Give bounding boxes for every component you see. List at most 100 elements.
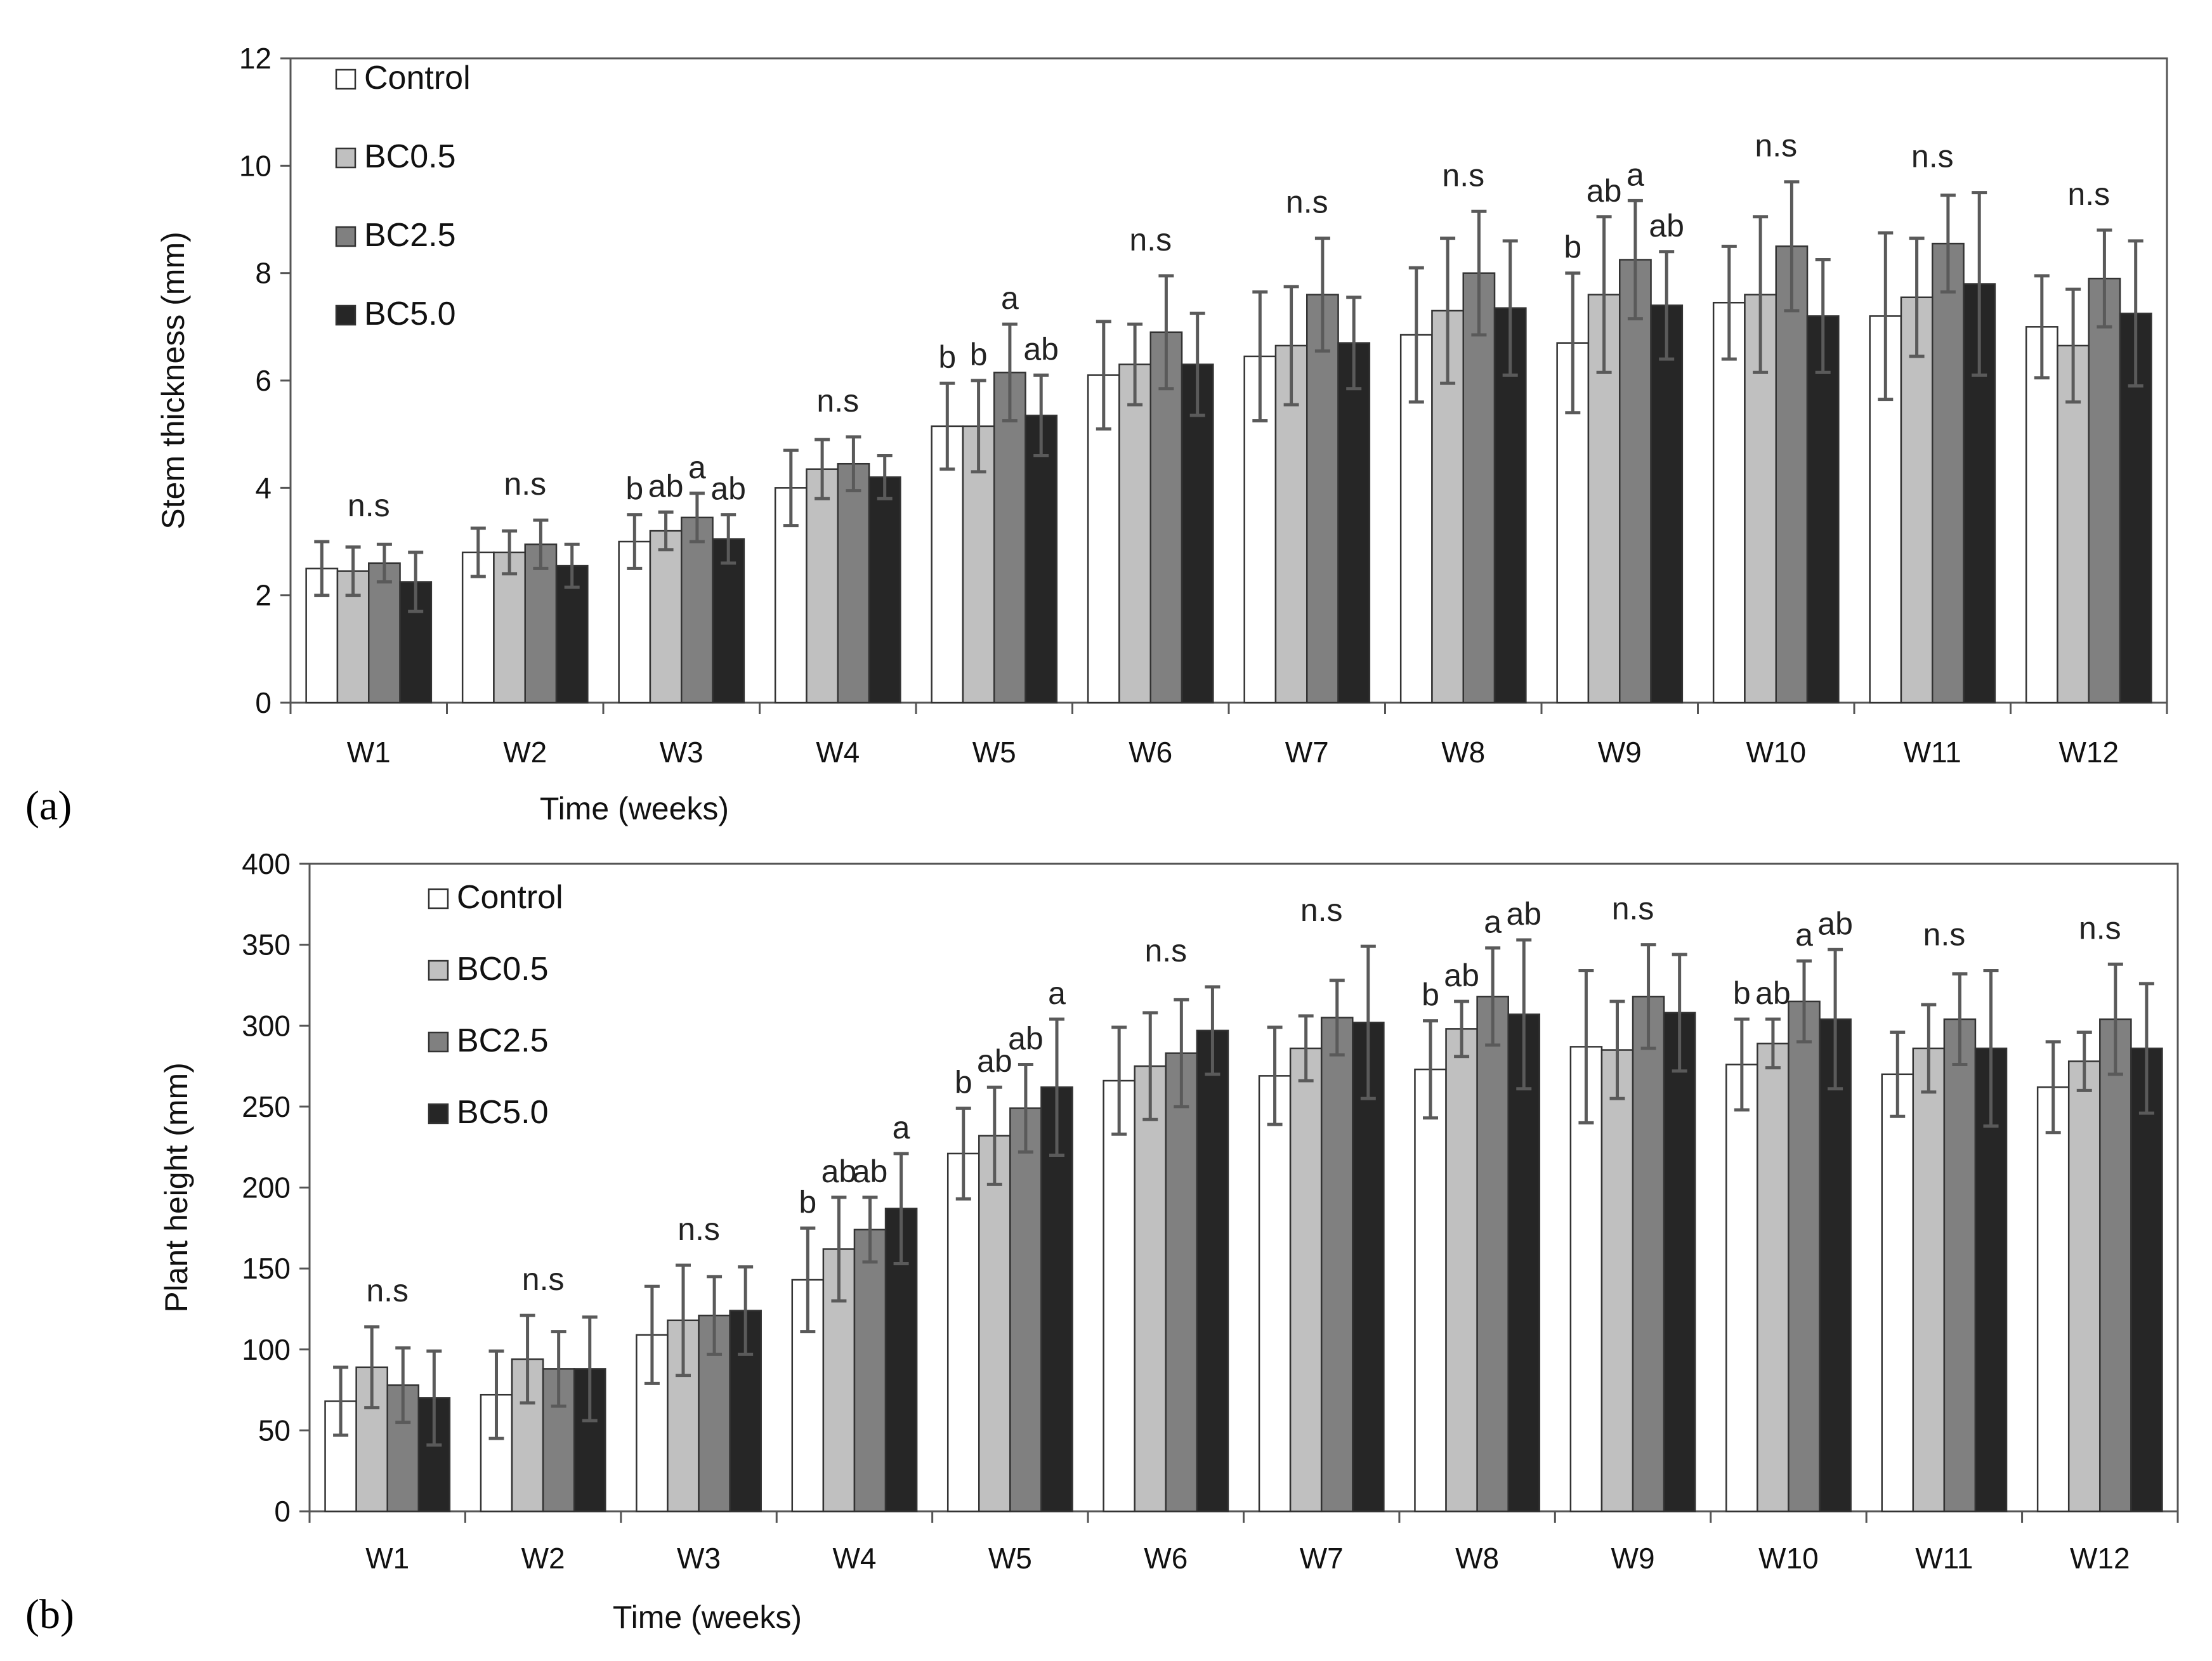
bar-bc50-w7 [1337, 342, 1371, 704]
error-bar [564, 542, 580, 589]
legend-label-bc25: BC2.5 [457, 1022, 549, 1059]
x-tick-label-w6: W6 [1129, 736, 1172, 769]
error-bar [1516, 938, 1532, 1091]
significance-label: n.s [522, 1261, 565, 1297]
significance-label: b [799, 1184, 816, 1220]
error-bar [395, 1346, 411, 1424]
bar-bc25-w4 [837, 462, 870, 704]
chart-panel-a: 0 2 4 6 8 10 12 W1 W2 W3 W4 W5 W6 W7 W8 W9 W10 W11 W12 n.s n… [25, 42, 2168, 829]
error-bar [1627, 199, 1643, 321]
error-bar [1796, 959, 1812, 1044]
significance-label: ab [1506, 896, 1541, 932]
error-bar [1205, 985, 1221, 1076]
error-bar [1765, 1017, 1781, 1070]
legend-swatch-bc05 [335, 147, 357, 169]
significance-label: n.s [816, 383, 859, 419]
x-tick-label-w1: W1 [365, 1542, 409, 1575]
bar-bc25-w9 [1619, 259, 1652, 704]
x-tick-label-w7: W7 [1300, 1542, 1344, 1575]
error-bar [345, 545, 361, 597]
error-bar [1314, 237, 1330, 353]
significance-label: a [1795, 917, 1813, 953]
legend-label-bc05: BC0.5 [364, 138, 456, 175]
x-tick-label-w2: W2 [503, 736, 547, 769]
error-bar [2138, 982, 2154, 1115]
bar-control-w7 [1258, 1075, 1292, 1513]
error-bar [1921, 1003, 1937, 1094]
legend-swatch-bc50 [335, 304, 357, 326]
significance-label: b [1564, 230, 1581, 265]
bar-bc50-w4 [868, 476, 901, 704]
significance-label: b [625, 471, 643, 507]
bar-bc25-w9 [1632, 996, 1665, 1513]
error-bar [1878, 231, 1894, 401]
legend-swatch-bc05 [428, 960, 449, 981]
bar-bc25-w1 [368, 562, 401, 704]
error-bar [1346, 296, 1362, 391]
significance-label: ab [648, 468, 684, 504]
significance-label: ab [1817, 906, 1853, 941]
significance-label: a [1001, 280, 1019, 316]
error-bar [1142, 1011, 1158, 1121]
bar-bc25-w11 [1943, 1018, 1977, 1513]
error-bar [1952, 972, 1968, 1067]
error-bar [1033, 374, 1049, 458]
error-bar [1127, 322, 1143, 407]
error-bar [831, 1195, 847, 1303]
bar-control-w1 [324, 1400, 357, 1513]
error-bar [1189, 311, 1205, 417]
error-bar [426, 1349, 442, 1447]
bar-bc25-w7 [1320, 1017, 1354, 1513]
y-tick-label: 100 [242, 1333, 291, 1366]
y-tick-label: 0 [255, 686, 272, 719]
error-bar [470, 526, 486, 578]
significance-label: n.s [1923, 916, 1966, 952]
x-tick-label-w10: W10 [1746, 736, 1806, 769]
legend-swatch-control [335, 68, 357, 90]
x-tick-label-w2: W2 [521, 1542, 565, 1575]
significance-label: ab [710, 471, 746, 507]
bar-bc05-w8 [1445, 1028, 1478, 1513]
significance-label: ab [1755, 975, 1791, 1011]
error-bar [1753, 215, 1769, 374]
significance-label: n.s [366, 1273, 409, 1308]
bar-bc05-w9 [1600, 1049, 1634, 1513]
significance-label: n.s [1286, 185, 1328, 220]
y-tick-label: 10 [239, 149, 272, 182]
error-bar [1909, 237, 1925, 358]
x-tick-label-w9: W9 [1611, 1542, 1655, 1575]
error-bar [877, 454, 893, 500]
legend-label-control: Control [364, 60, 471, 96]
error-bar [314, 540, 330, 597]
significance-label: b [970, 337, 988, 372]
error-bar [2097, 228, 2112, 329]
significance-label: n.s [677, 1211, 720, 1247]
bar-bc25-w11 [1932, 242, 1965, 704]
bar-control-w12 [2036, 1086, 2070, 1513]
error-bar [939, 381, 955, 471]
bar-bc25-w7 [1306, 294, 1339, 704]
legend-label-bc50: BC5.0 [364, 296, 456, 332]
error-bar [1440, 237, 1456, 385]
error-bar [1360, 944, 1376, 1100]
significance-label: a [1048, 975, 1066, 1011]
error-bar [1784, 180, 1800, 313]
significance-label: b [938, 339, 956, 375]
significance-label: n.s [1300, 892, 1343, 928]
error-bar [2076, 1030, 2092, 1092]
error-bar [1640, 943, 1656, 1050]
error-bar [658, 510, 674, 552]
error-bar [1283, 285, 1299, 407]
error-bar [1252, 290, 1268, 422]
x-tick-label-w5: W5 [988, 1542, 1032, 1575]
error-bar [1983, 968, 1999, 1128]
x-axis-title: Time (weeks) [540, 791, 729, 826]
y-tick-label: 8 [255, 257, 272, 290]
x-tick-label-w4: W4 [832, 1542, 876, 1575]
x-tick-label-w7: W7 [1285, 736, 1329, 769]
error-bar [1596, 215, 1612, 374]
error-bar [1018, 1063, 1033, 1154]
bar-bc25-w10 [1788, 1000, 1821, 1513]
x-tick-label-w5: W5 [972, 736, 1016, 769]
significance-label: n.s [504, 466, 546, 502]
